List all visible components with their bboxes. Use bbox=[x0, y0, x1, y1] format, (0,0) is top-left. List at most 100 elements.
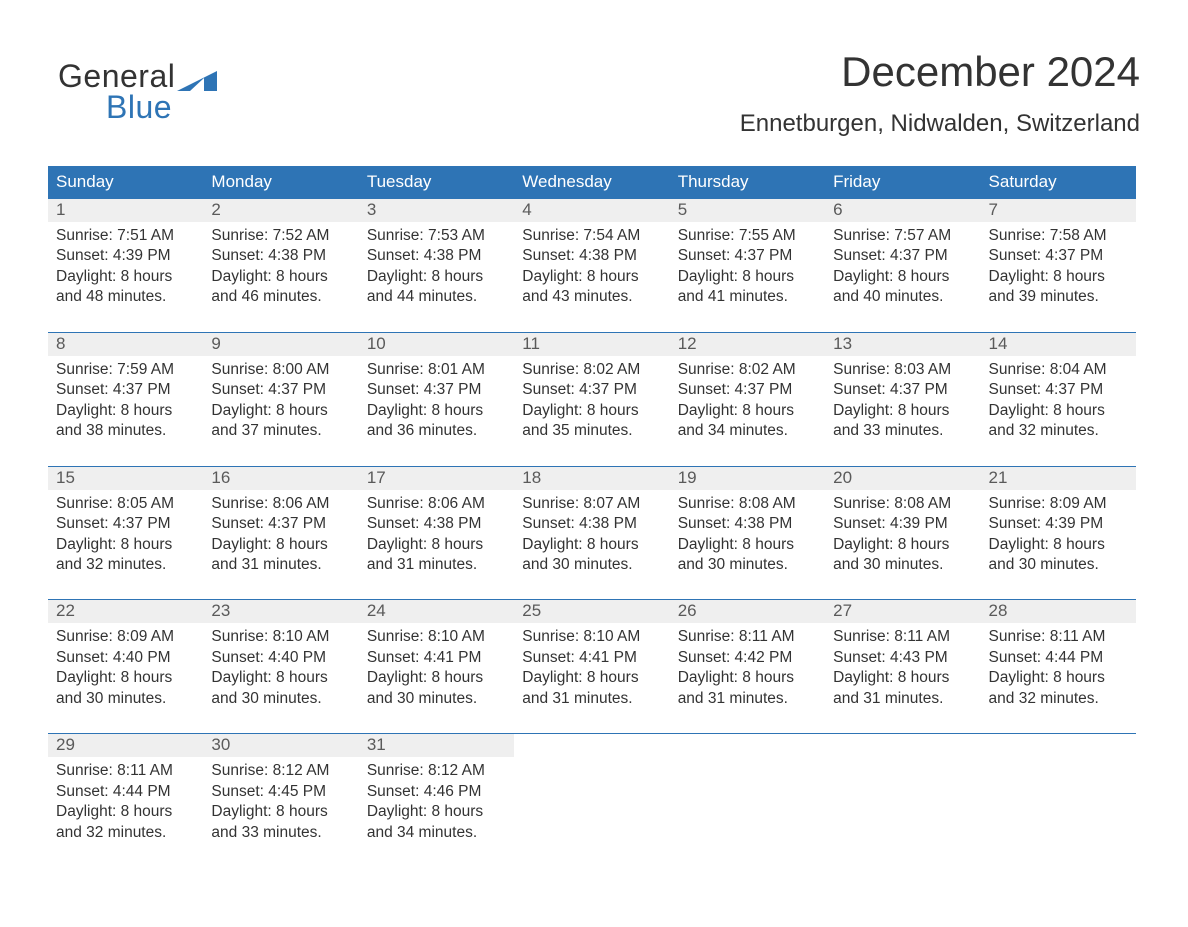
daylight-line: and 30 minutes. bbox=[833, 555, 972, 575]
day-data-cell bbox=[981, 757, 1136, 867]
sunset-line: Sunset: 4:42 PM bbox=[678, 648, 817, 668]
day-number-row: 22232425262728 bbox=[48, 600, 1136, 624]
day-data-cell: Sunrise: 8:08 AMSunset: 4:39 PMDaylight:… bbox=[825, 490, 980, 600]
day-number-cell: 8 bbox=[48, 332, 203, 356]
sunset-line: Sunset: 4:38 PM bbox=[522, 514, 661, 534]
sunrise-line: Sunrise: 8:09 AM bbox=[989, 494, 1128, 514]
daylight-line: Daylight: 8 hours bbox=[678, 535, 817, 555]
day-data-cell: Sunrise: 8:03 AMSunset: 4:37 PMDaylight:… bbox=[825, 356, 980, 466]
day-data-cell: Sunrise: 8:01 AMSunset: 4:37 PMDaylight:… bbox=[359, 356, 514, 466]
day-data-cell bbox=[825, 757, 980, 867]
sunset-line: Sunset: 4:37 PM bbox=[989, 380, 1128, 400]
day-data-cell: Sunrise: 8:09 AMSunset: 4:39 PMDaylight:… bbox=[981, 490, 1136, 600]
day-data-row: Sunrise: 8:05 AMSunset: 4:37 PMDaylight:… bbox=[48, 490, 1136, 600]
sunrise-line: Sunrise: 8:10 AM bbox=[522, 627, 661, 647]
day-number-row: 1234567 bbox=[48, 199, 1136, 222]
day-data-cell: Sunrise: 8:10 AMSunset: 4:40 PMDaylight:… bbox=[203, 623, 358, 733]
sunrise-line: Sunrise: 8:00 AM bbox=[211, 360, 350, 380]
day-number-row: 293031 bbox=[48, 734, 1136, 758]
sunset-line: Sunset: 4:44 PM bbox=[989, 648, 1128, 668]
day-data-cell: Sunrise: 8:11 AMSunset: 4:44 PMDaylight:… bbox=[48, 757, 203, 867]
sunset-line: Sunset: 4:37 PM bbox=[522, 380, 661, 400]
sunrise-line: Sunrise: 7:58 AM bbox=[989, 226, 1128, 246]
sunset-line: Sunset: 4:37 PM bbox=[211, 380, 350, 400]
sunrise-line: Sunrise: 8:03 AM bbox=[833, 360, 972, 380]
day-data-cell: Sunrise: 8:11 AMSunset: 4:43 PMDaylight:… bbox=[825, 623, 980, 733]
daylight-line: Daylight: 8 hours bbox=[211, 802, 350, 822]
sunset-line: Sunset: 4:46 PM bbox=[367, 782, 506, 802]
daylight-line: and 30 minutes. bbox=[989, 555, 1128, 575]
daylight-line: Daylight: 8 hours bbox=[56, 535, 195, 555]
day-number-row: 15161718192021 bbox=[48, 466, 1136, 490]
day-data-cell: Sunrise: 8:00 AMSunset: 4:37 PMDaylight:… bbox=[203, 356, 358, 466]
daylight-line: and 31 minutes. bbox=[211, 555, 350, 575]
daylight-line: Daylight: 8 hours bbox=[522, 401, 661, 421]
day-number-cell: 28 bbox=[981, 600, 1136, 624]
daylight-line: and 44 minutes. bbox=[367, 287, 506, 307]
sunrise-line: Sunrise: 8:04 AM bbox=[989, 360, 1128, 380]
sunrise-line: Sunrise: 8:10 AM bbox=[211, 627, 350, 647]
col-header: Friday bbox=[825, 166, 980, 199]
daylight-line: and 33 minutes. bbox=[833, 421, 972, 441]
sunset-line: Sunset: 4:45 PM bbox=[211, 782, 350, 802]
day-data-cell: Sunrise: 8:08 AMSunset: 4:38 PMDaylight:… bbox=[670, 490, 825, 600]
calendar-body: 1234567Sunrise: 7:51 AMSunset: 4:39 PMDa… bbox=[48, 199, 1136, 867]
sunrise-line: Sunrise: 7:51 AM bbox=[56, 226, 195, 246]
day-data-row: Sunrise: 8:11 AMSunset: 4:44 PMDaylight:… bbox=[48, 757, 1136, 867]
day-number-cell: 10 bbox=[359, 332, 514, 356]
day-data-cell: Sunrise: 7:55 AMSunset: 4:37 PMDaylight:… bbox=[670, 222, 825, 332]
daylight-line: Daylight: 8 hours bbox=[56, 267, 195, 287]
sunset-line: Sunset: 4:37 PM bbox=[367, 380, 506, 400]
sunset-line: Sunset: 4:41 PM bbox=[522, 648, 661, 668]
day-number-cell: 5 bbox=[670, 199, 825, 222]
daylight-line: Daylight: 8 hours bbox=[989, 267, 1128, 287]
daylight-line: and 37 minutes. bbox=[211, 421, 350, 441]
sunrise-line: Sunrise: 7:59 AM bbox=[56, 360, 195, 380]
sunrise-line: Sunrise: 8:11 AM bbox=[833, 627, 972, 647]
daylight-line: Daylight: 8 hours bbox=[367, 668, 506, 688]
day-number-cell: 13 bbox=[825, 332, 980, 356]
day-data-cell: Sunrise: 8:05 AMSunset: 4:37 PMDaylight:… bbox=[48, 490, 203, 600]
col-header: Wednesday bbox=[514, 166, 669, 199]
daylight-line: and 31 minutes. bbox=[367, 555, 506, 575]
day-number-cell: 29 bbox=[48, 734, 203, 758]
daylight-line: Daylight: 8 hours bbox=[833, 401, 972, 421]
daylight-line: Daylight: 8 hours bbox=[367, 535, 506, 555]
sunset-line: Sunset: 4:37 PM bbox=[678, 246, 817, 266]
day-data-row: Sunrise: 7:59 AMSunset: 4:37 PMDaylight:… bbox=[48, 356, 1136, 466]
day-number-cell: 9 bbox=[203, 332, 358, 356]
sunset-line: Sunset: 4:38 PM bbox=[367, 514, 506, 534]
day-data-cell: Sunrise: 7:51 AMSunset: 4:39 PMDaylight:… bbox=[48, 222, 203, 332]
daylight-line: and 35 minutes. bbox=[522, 421, 661, 441]
brand-logo: General Blue bbox=[58, 58, 217, 126]
daylight-line: and 30 minutes. bbox=[211, 689, 350, 709]
daylight-line: Daylight: 8 hours bbox=[833, 535, 972, 555]
day-data-cell bbox=[514, 757, 669, 867]
day-data-cell: Sunrise: 8:11 AMSunset: 4:44 PMDaylight:… bbox=[981, 623, 1136, 733]
day-number-cell: 3 bbox=[359, 199, 514, 222]
daylight-line: and 48 minutes. bbox=[56, 287, 195, 307]
day-number-cell: 18 bbox=[514, 466, 669, 490]
day-data-cell: Sunrise: 8:12 AMSunset: 4:46 PMDaylight:… bbox=[359, 757, 514, 867]
day-number-cell: 4 bbox=[514, 199, 669, 222]
daylight-line: and 38 minutes. bbox=[56, 421, 195, 441]
daylight-line: and 46 minutes. bbox=[211, 287, 350, 307]
day-data-row: Sunrise: 8:09 AMSunset: 4:40 PMDaylight:… bbox=[48, 623, 1136, 733]
day-data-cell: Sunrise: 8:09 AMSunset: 4:40 PMDaylight:… bbox=[48, 623, 203, 733]
sunrise-line: Sunrise: 8:12 AM bbox=[211, 761, 350, 781]
sunset-line: Sunset: 4:37 PM bbox=[678, 380, 817, 400]
sunset-line: Sunset: 4:37 PM bbox=[833, 246, 972, 266]
daylight-line: Daylight: 8 hours bbox=[367, 267, 506, 287]
day-number-cell: 12 bbox=[670, 332, 825, 356]
daylight-line: and 32 minutes. bbox=[989, 421, 1128, 441]
sunset-line: Sunset: 4:44 PM bbox=[56, 782, 195, 802]
sunrise-line: Sunrise: 8:06 AM bbox=[211, 494, 350, 514]
day-data-cell: Sunrise: 8:11 AMSunset: 4:42 PMDaylight:… bbox=[670, 623, 825, 733]
logo-text-blue: Blue bbox=[106, 89, 217, 126]
day-number-cell: 19 bbox=[670, 466, 825, 490]
day-data-cell: Sunrise: 8:02 AMSunset: 4:37 PMDaylight:… bbox=[670, 356, 825, 466]
day-number-cell: 21 bbox=[981, 466, 1136, 490]
day-number-cell bbox=[981, 734, 1136, 758]
sunrise-line: Sunrise: 7:53 AM bbox=[367, 226, 506, 246]
sunrise-line: Sunrise: 8:11 AM bbox=[678, 627, 817, 647]
